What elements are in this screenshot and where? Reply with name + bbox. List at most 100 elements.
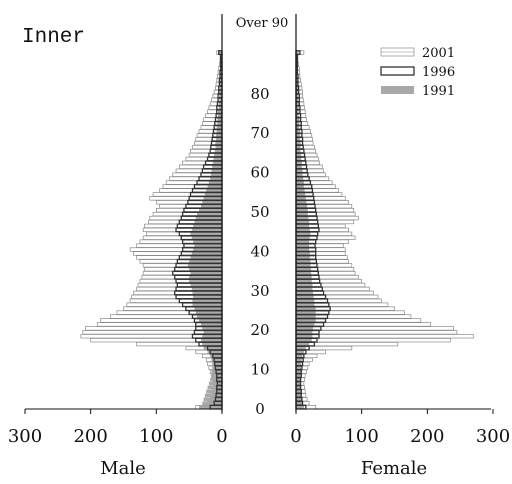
bar-1991-male xyxy=(208,381,222,386)
bar-1991-male xyxy=(216,129,222,134)
bar-1991-male xyxy=(191,287,222,291)
bar-1991-male xyxy=(191,251,222,256)
bar-1991-male xyxy=(192,298,222,303)
bar-1991-male xyxy=(217,117,222,122)
bar-2001-female xyxy=(295,338,451,343)
female-x-tick-label: 0 xyxy=(290,426,301,447)
bar-1991-female xyxy=(296,342,310,346)
bar-1991-male xyxy=(191,228,222,232)
bar-1991-female xyxy=(296,322,315,327)
bar-1991-female xyxy=(296,362,302,366)
bar-1991-male xyxy=(194,243,222,248)
bar-1991-male xyxy=(199,318,222,323)
bar-1991-female xyxy=(296,251,310,256)
bar-1991-female xyxy=(296,137,300,142)
bar-1991-male xyxy=(199,208,222,212)
bar-1991-female xyxy=(296,149,301,153)
bar-1991-female xyxy=(296,393,302,398)
bar-1991-male xyxy=(200,322,222,327)
bar-1991-male xyxy=(189,275,222,279)
bar-1991-male xyxy=(220,74,222,78)
bar-1991-male xyxy=(207,385,222,390)
bar-1991-male xyxy=(193,224,222,228)
bar-1991-male xyxy=(213,157,222,161)
age-tick-label: 20 xyxy=(250,321,269,339)
bar-1991-male xyxy=(193,247,222,252)
bar-1991-male xyxy=(189,267,222,272)
bar-1991-male xyxy=(220,62,222,67)
bar-1991-female xyxy=(296,385,301,390)
bar-1991-female xyxy=(296,184,304,189)
bar-1991-female xyxy=(296,263,311,268)
x-ticks: 300 200 100 0 0 100 200 300 xyxy=(8,409,510,447)
bar-1991-male xyxy=(218,105,222,110)
bar-1991-female xyxy=(296,279,312,283)
bar-1991-male xyxy=(217,121,222,126)
bar-1991-male xyxy=(202,200,222,205)
bar-1991-male xyxy=(216,137,222,142)
bar-1991-female xyxy=(296,125,300,130)
bar-1991-male xyxy=(190,255,222,260)
bar-1991-female xyxy=(296,346,306,350)
bar-1991-female xyxy=(296,228,310,232)
male-axis-label: Male xyxy=(100,458,146,479)
bar-1991-male xyxy=(220,54,222,59)
bar-1991-male xyxy=(197,212,222,216)
bar-1991-female xyxy=(296,255,310,260)
bar-1991-female xyxy=(296,54,298,59)
bar-1991-female xyxy=(296,50,299,55)
bar-1991-female xyxy=(296,405,304,409)
bar-1991-male xyxy=(218,109,222,114)
age-tick-label: 70 xyxy=(250,124,269,142)
bar-1991-female xyxy=(296,381,301,386)
bar-1991-female xyxy=(296,330,313,335)
male-bars xyxy=(80,50,223,410)
legend-swatch-1991 xyxy=(381,86,414,94)
bar-1991-female xyxy=(296,314,316,319)
age-tick-label: 0 xyxy=(255,400,265,418)
bar-1991-male xyxy=(202,334,222,339)
bar-1991-male xyxy=(202,401,222,406)
bar-1991-male xyxy=(216,133,222,138)
bar-1991-female xyxy=(296,373,301,378)
bar-1991-female xyxy=(296,243,310,248)
bar-1991-female xyxy=(296,259,311,264)
legend-label-1991: 1991 xyxy=(422,84,455,99)
bar-2001-female xyxy=(295,330,458,335)
bar-1991-male xyxy=(190,283,222,287)
bar-1991-male xyxy=(220,78,222,82)
bar-1991-male xyxy=(219,90,222,94)
bar-1991-male xyxy=(215,141,222,145)
bar-1991-male xyxy=(204,393,222,398)
age-tick-label: 10 xyxy=(250,361,269,379)
bar-1991-male xyxy=(200,204,222,209)
bar-1991-female xyxy=(296,295,314,299)
bar-1991-male xyxy=(204,192,222,197)
bar-1991-male xyxy=(210,354,222,358)
female-x-tick-label: 300 xyxy=(476,426,510,447)
bar-1991-male xyxy=(203,196,222,201)
bar-1991-female xyxy=(296,94,298,98)
bar-1991-male xyxy=(220,82,222,86)
bar-1991-male xyxy=(210,172,222,177)
bar-1991-male xyxy=(195,310,222,315)
female-x-tick-label: 100 xyxy=(344,426,378,447)
bar-1991-male xyxy=(211,168,222,173)
age-tick-label: 30 xyxy=(250,282,269,300)
bar-1991-male xyxy=(220,86,222,90)
bar-1991-male xyxy=(212,362,222,366)
bar-1991-female xyxy=(296,188,305,193)
bar-1991-male xyxy=(193,295,222,299)
bar-1991-male xyxy=(203,346,222,350)
bar-1991-male xyxy=(195,216,222,220)
age-tick-label: 50 xyxy=(250,203,269,221)
bar-1991-male xyxy=(219,94,222,98)
bar-1991-male xyxy=(190,232,222,236)
bar-1991-female xyxy=(296,90,298,94)
bar-1991-female xyxy=(296,133,300,138)
age-tick-label: 40 xyxy=(250,242,269,260)
bar-1991-male xyxy=(197,314,222,319)
bar-1991-male xyxy=(191,235,222,240)
age-tick-label: 80 xyxy=(250,85,269,103)
bar-1991-female xyxy=(296,287,313,291)
